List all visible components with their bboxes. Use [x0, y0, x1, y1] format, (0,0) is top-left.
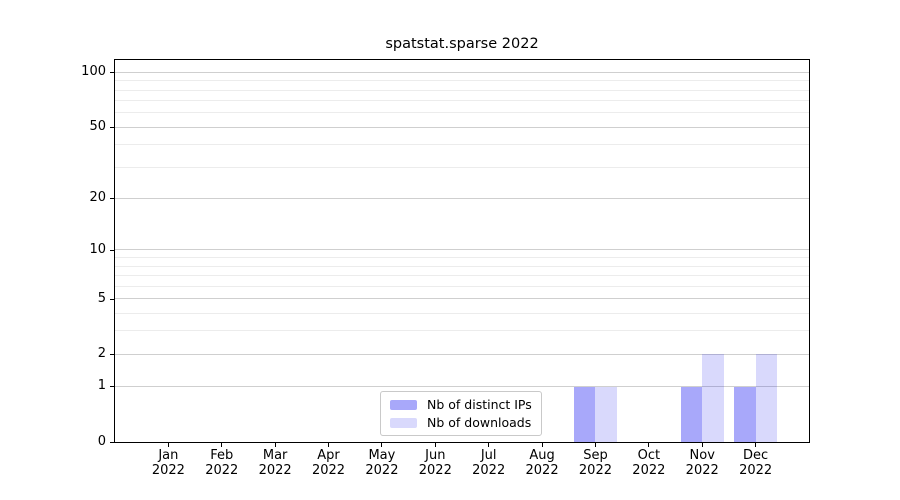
- x-tick-mark: [594, 443, 596, 447]
- gridline-major: [115, 126, 809, 128]
- x-tick-label: Oct 2022: [614, 448, 684, 478]
- x-tick-year: 2022: [205, 463, 239, 478]
- x-tick-year: 2022: [685, 463, 719, 478]
- x-tick-label: Nov 2022: [667, 448, 737, 478]
- gridline-minor: [115, 89, 809, 91]
- gridline-minor: [115, 285, 809, 287]
- legend-label-distinct-ips: Nb of distinct IPs: [427, 397, 532, 412]
- gridline-minor: [115, 80, 809, 82]
- gridline-minor: [115, 312, 809, 314]
- x-tick-year: 2022: [578, 463, 612, 478]
- plot-area: [114, 59, 810, 443]
- y-tick-mark: [110, 298, 114, 300]
- y-tick-label: 5: [97, 290, 106, 306]
- gridline-major: [115, 71, 809, 73]
- y-tick-label: 50: [89, 119, 106, 135]
- x-tick-month: May: [368, 448, 396, 463]
- x-tick-mark: [167, 443, 169, 447]
- x-tick-mark: [541, 443, 543, 447]
- x-tick-month: Jul: [480, 448, 497, 463]
- y-tick-label: 1: [97, 378, 106, 394]
- y-tick-mark: [110, 442, 114, 443]
- y-tick-mark: [110, 354, 114, 356]
- x-tick-month: Oct: [637, 448, 661, 463]
- x-tick-year: 2022: [258, 463, 292, 478]
- x-tick-mark: [221, 443, 223, 447]
- legend-label-downloads: Nb of downloads: [427, 415, 532, 430]
- y-tick-mark: [110, 127, 114, 129]
- x-tick-month: Sep: [583, 448, 608, 463]
- x-tick-mark: [434, 443, 436, 447]
- x-tick-year: 2022: [311, 463, 346, 478]
- bar-distinct-ips: [734, 386, 756, 442]
- x-tick-year: 2022: [365, 463, 399, 478]
- x-tick-month: Dec: [743, 448, 769, 463]
- bar-distinct-ips: [573, 386, 596, 442]
- x-tick-label: Apr 2022: [294, 448, 364, 478]
- x-tick-month: Jan: [158, 448, 179, 463]
- x-tick-label: Jun 2022: [400, 448, 470, 478]
- bar-downloads: [755, 354, 778, 442]
- x-tick-mark: [328, 443, 330, 447]
- x-tick-month: Jun: [425, 448, 446, 463]
- x-tick-month: Apr: [317, 448, 340, 463]
- x-tick-label: Dec 2022: [721, 448, 791, 478]
- y-tick-mark: [110, 198, 114, 200]
- gridline-minor: [115, 274, 809, 276]
- y-tick-label: 10: [89, 241, 106, 257]
- gridline-minor: [115, 257, 809, 259]
- x-tick-year: 2022: [151, 463, 185, 478]
- x-tick-label: Sep 2022: [560, 448, 630, 478]
- chart-title: spatstat.sparse 2022: [385, 36, 539, 52]
- y-tick-label: 2: [97, 346, 106, 362]
- gridline-minor: [115, 265, 809, 267]
- bar-downloads: [702, 354, 724, 442]
- y-tick-mark: [110, 386, 114, 388]
- y-tick-mark: [110, 72, 114, 74]
- x-tick-label: Mar 2022: [240, 448, 310, 478]
- x-tick-mark: [274, 443, 276, 447]
- x-tick-year: 2022: [632, 463, 666, 478]
- x-tick-label: Jan 2022: [133, 448, 203, 478]
- x-tick-label: Aug 2022: [507, 448, 577, 478]
- x-tick-label: May 2022: [347, 448, 417, 478]
- x-tick-mark: [488, 443, 490, 447]
- x-tick-label: Jul 2022: [454, 448, 524, 478]
- legend-item-downloads: Nb of downloads: [390, 415, 532, 430]
- x-tick-mark: [701, 443, 703, 447]
- gridline-major: [115, 249, 809, 251]
- bar-distinct-ips: [680, 386, 703, 442]
- y-tick-mark: [110, 249, 114, 251]
- gridline-minor: [115, 166, 809, 168]
- gridline-minor: [115, 330, 809, 332]
- x-tick-label: Feb 2022: [187, 448, 257, 478]
- legend: Nb of distinct IPs Nb of downloads: [380, 391, 542, 436]
- gridline-minor: [115, 144, 809, 146]
- gridline-minor: [115, 112, 809, 114]
- x-tick-month: Mar: [262, 448, 288, 463]
- x-tick-year: 2022: [418, 463, 452, 478]
- gridline-major: [115, 298, 809, 300]
- x-tick-month: Nov: [689, 448, 715, 463]
- bar-downloads: [595, 386, 617, 442]
- x-tick-mark: [755, 443, 757, 447]
- x-tick-year: 2022: [472, 463, 506, 478]
- x-tick-year: 2022: [739, 463, 773, 478]
- gridline-major: [115, 385, 809, 387]
- x-tick-month: Feb: [210, 448, 234, 463]
- gridline-major: [115, 197, 809, 199]
- gridline-major: [115, 353, 809, 355]
- legend-swatch-downloads: [390, 417, 417, 428]
- x-tick-year: 2022: [525, 463, 559, 478]
- y-tick-label: 0: [97, 434, 106, 449]
- legend-item-distinct-ips: Nb of distinct IPs: [390, 397, 532, 412]
- y-tick-label: 100: [81, 64, 106, 80]
- legend-swatch-distinct-ips: [390, 399, 417, 410]
- x-tick-month: Aug: [529, 448, 555, 463]
- gridline-minor: [115, 100, 809, 102]
- y-tick-label: 20: [89, 190, 106, 206]
- x-tick-mark: [381, 443, 383, 447]
- x-tick-mark: [648, 443, 650, 447]
